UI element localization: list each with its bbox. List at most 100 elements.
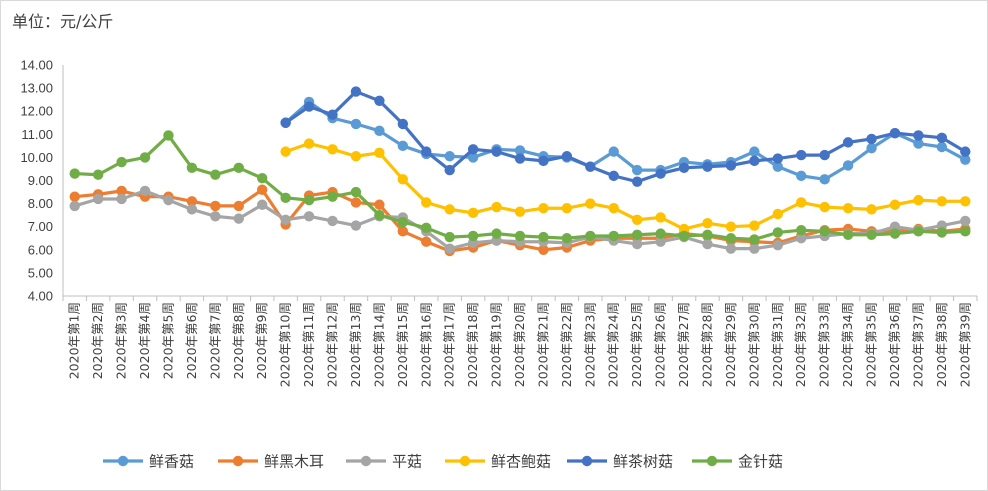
data-point [233,213,244,224]
x-tick-label: 2020年第20周 [512,302,527,387]
data-point [772,239,783,251]
data-point [139,185,151,197]
data-point [772,161,783,172]
data-point [444,164,455,176]
data-point [280,146,291,157]
data-point [210,200,221,212]
data-point [538,155,549,167]
series-4 [280,138,971,235]
data-point [444,243,455,254]
data-point [655,212,666,223]
data-point [889,228,901,239]
data-point [796,233,807,244]
data-point [655,228,666,239]
data-point [421,222,432,234]
x-tick-label: 2020年第4周 [137,302,152,379]
data-point [257,172,268,184]
x-tick-label: 2020年第18周 [465,302,480,387]
data-point [327,191,338,202]
legend-marker [360,455,372,467]
x-tick-label: 2020年第39周 [957,302,972,387]
x-tick-label: 2020年第19周 [489,302,504,387]
x-tick-label: 2020年第33周 [817,302,832,387]
x-tick-label: 2020年第15周 [395,302,410,387]
data-point [421,236,432,247]
data-point [163,130,174,141]
data-point [350,197,362,208]
data-point [538,203,549,214]
legend-label: 鲜茶树菇 [613,453,673,471]
legend-label: 鲜杏鲍菇 [491,453,551,471]
data-point [186,162,198,173]
legend-marker [581,455,593,467]
y-tick-label: 12.00 [20,104,53,119]
data-point [913,194,924,206]
data-point [280,192,291,204]
data-point [819,149,830,161]
x-tick-label: 2020年第13周 [348,302,363,387]
data-point [186,196,198,207]
series-5 [280,86,971,187]
data-point [69,168,80,179]
data-point [374,209,385,221]
y-tick-label: 11.00 [21,127,53,142]
data-point [842,229,854,240]
data-point [842,203,854,214]
data-point [866,133,877,145]
x-tick-label: 2020年第9周 [254,302,269,379]
data-point [796,170,807,182]
y-tick-label: 8.00 [28,196,53,211]
y-tick-label: 9.00 [28,173,53,188]
data-point [116,156,127,168]
data-point [608,230,619,242]
data-point [538,244,549,255]
data-point [725,221,737,232]
x-tick-label: 2020年第25周 [629,302,644,387]
data-point [69,191,80,202]
data-point [866,142,877,154]
data-point [374,147,385,158]
data-point [702,238,713,250]
y-tick-label: 5.00 [28,265,53,280]
x-tick-label: 2020年第12周 [325,302,340,387]
data-point [960,215,971,227]
data-point [374,95,385,107]
x-tick-label: 2020年第10周 [278,302,293,387]
data-point [561,233,573,244]
x-tick-label: 2020年第23周 [582,302,597,387]
data-point [749,220,760,231]
legend-marker [232,455,244,467]
x-tick-label: 2020年第24周 [606,302,621,387]
data-point [303,101,315,112]
data-point [608,203,619,214]
data-point [116,185,127,197]
data-point [561,203,573,214]
data-point [467,152,479,163]
data-point [561,151,573,162]
data-point [960,226,971,237]
legend-item: 鲜香菇 [103,453,194,471]
x-tick-label: 2020年第14周 [371,302,386,387]
data-point [702,218,713,229]
data-point [772,208,783,220]
data-point [819,226,830,237]
x-tick-label: 2020年第3周 [114,302,129,379]
data-point [960,196,971,207]
x-tick-label: 2020年第32周 [793,302,808,387]
x-tick-label: 2020年第35周 [864,302,879,387]
data-point [444,204,455,215]
data-point [397,140,409,152]
data-point [116,193,127,205]
data-point [280,214,291,225]
data-point [327,144,338,155]
data-point [655,236,666,247]
data-point [350,220,362,231]
data-point [303,194,315,206]
y-tick-label: 14.00 [20,58,53,73]
data-point [444,231,455,243]
data-point [92,169,104,180]
data-point [491,146,502,157]
y-tick-label: 6.00 [28,242,53,257]
data-point [210,169,221,180]
